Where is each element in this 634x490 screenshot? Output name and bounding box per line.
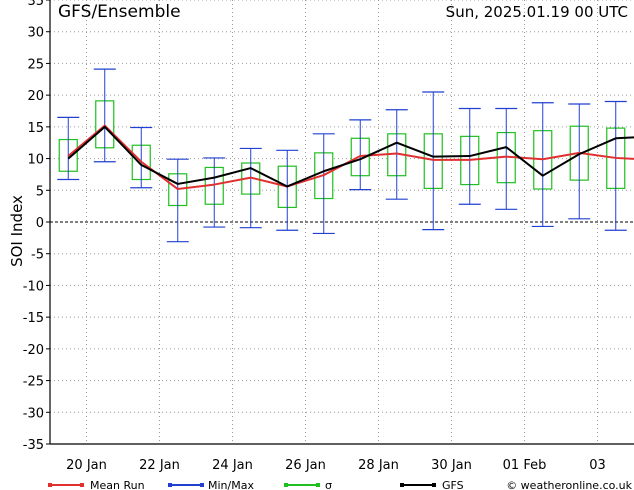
- series-lines: [67, 124, 634, 191]
- legend-label-gfs: GFS: [442, 479, 464, 490]
- credit-text: © weatheronline.co.uk: [506, 479, 632, 490]
- legend-item-mean-run: Mean Run: [48, 479, 145, 490]
- x-tick-label: 26 Jan: [285, 458, 326, 473]
- x-tick-label: 22 Jan: [139, 458, 180, 473]
- y-tick-label: 20: [27, 89, 44, 104]
- x-tick-label: 28 Jan: [358, 458, 399, 473]
- series-line-gfs: [67, 125, 634, 188]
- y-tick-label: -15: [23, 311, 44, 326]
- x-tick-label: 01 Feb: [503, 458, 547, 473]
- y-tick-label: -20: [23, 343, 44, 358]
- grid: [50, 0, 634, 444]
- run-label: Sun, 2025.01.19 00 UTC: [446, 3, 628, 21]
- x-tick-label: 20 Jan: [66, 458, 107, 473]
- y-tick-labels: -35 -30 -25 -20 -15 -10 -5 0 5 10 15 20 25 30 35: [23, 0, 44, 453]
- y-tick-label: -30: [23, 406, 44, 421]
- y-tick-label: 25: [27, 57, 44, 72]
- y-tick-label: -10: [23, 279, 44, 294]
- y-axis-label: SOI Index: [8, 195, 26, 267]
- x-tick-label: 03: [589, 458, 606, 473]
- legend-item-min-max: Min/Max: [168, 479, 254, 490]
- y-tick-label: 10: [27, 153, 44, 168]
- y-tick-label: -25: [23, 375, 44, 390]
- y-tick-label: -5: [31, 248, 44, 263]
- x-tick-label: 24 Jan: [212, 458, 253, 473]
- y-tick-label: 35: [27, 0, 44, 9]
- legend: Mean Run Min/Max σ GFS © weatheronline.c…: [48, 479, 633, 490]
- legend-marker-mean-run-left: [48, 483, 52, 487]
- legend-marker-sigma-left: [284, 483, 288, 487]
- legend-label-min-max: Min/Max: [208, 479, 254, 490]
- y-tick-label: 30: [27, 26, 44, 41]
- y-tick-label: 0: [36, 216, 44, 231]
- x-tick-labels: 20 Jan 22 Jan 24 Jan 26 Jan 28 Jan 30 Jan 01 F…: [66, 458, 606, 473]
- x-tick-label: 30 Jan: [431, 458, 472, 473]
- y-tick-label: -35: [23, 438, 44, 453]
- legend-marker-sigma-right: [316, 483, 320, 487]
- legend-marker-gfs-right: [432, 483, 436, 487]
- legend-marker-mean-run-right: [80, 483, 84, 487]
- y-tick-label: 5: [36, 184, 44, 199]
- legend-item-gfs: GFS: [400, 479, 464, 490]
- chart-title: GFS/Ensemble: [58, 2, 181, 22]
- series-line-mean-run: [67, 124, 634, 191]
- legend-item-sigma: σ: [284, 479, 332, 490]
- legend-marker-gfs-left: [400, 483, 404, 487]
- axes: [46, 0, 634, 445]
- legend-marker-min-max-right: [200, 483, 204, 487]
- legend-marker-min-max-left: [168, 483, 172, 487]
- sigma-boxes: [58, 100, 626, 209]
- legend-label-sigma: σ: [325, 479, 332, 490]
- y-tick-label: 15: [27, 121, 44, 136]
- legend-label-mean-run: Mean Run: [90, 479, 145, 490]
